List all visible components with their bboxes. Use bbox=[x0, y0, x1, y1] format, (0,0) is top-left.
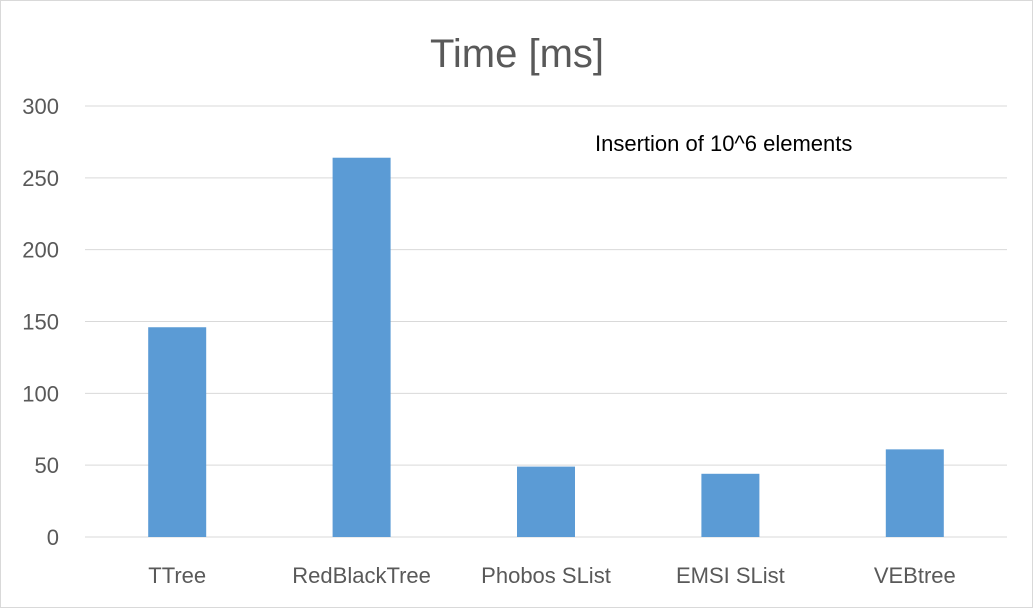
x-category-label: Phobos SList bbox=[481, 563, 611, 588]
bar-emsi-slist bbox=[701, 473, 760, 537]
y-tick-label: 300 bbox=[22, 94, 59, 119]
x-category-label: RedBlackTree bbox=[292, 563, 431, 588]
y-tick-label: 100 bbox=[22, 381, 59, 406]
bar-redblacktree bbox=[332, 157, 391, 537]
bar-phobos-slist bbox=[517, 466, 575, 537]
x-axis-categories: TTree RedBlackTree Phobos SList EMSI SList V… bbox=[148, 563, 955, 588]
x-category-label: TTree bbox=[148, 563, 206, 588]
x-category-label: VEBtree bbox=[874, 563, 956, 588]
bar-ttree bbox=[148, 327, 207, 537]
y-tick-label: 0 bbox=[47, 525, 59, 550]
y-tick-label: 50 bbox=[35, 453, 59, 478]
bars bbox=[148, 157, 944, 537]
chart-title: Time [ms] bbox=[430, 32, 604, 76]
x-category-label: EMSI SList bbox=[676, 563, 785, 588]
gridlines bbox=[85, 105, 1007, 538]
bar-vebtree bbox=[885, 449, 944, 537]
y-tick-label: 200 bbox=[22, 238, 59, 263]
chart-annotation: Insertion of 10^6 elements bbox=[595, 131, 852, 156]
y-tick-label: 250 bbox=[22, 166, 59, 191]
y-tick-label: 150 bbox=[22, 310, 59, 335]
y-axis-ticks: 0 50 100 150 200 250 300 bbox=[22, 94, 59, 550]
